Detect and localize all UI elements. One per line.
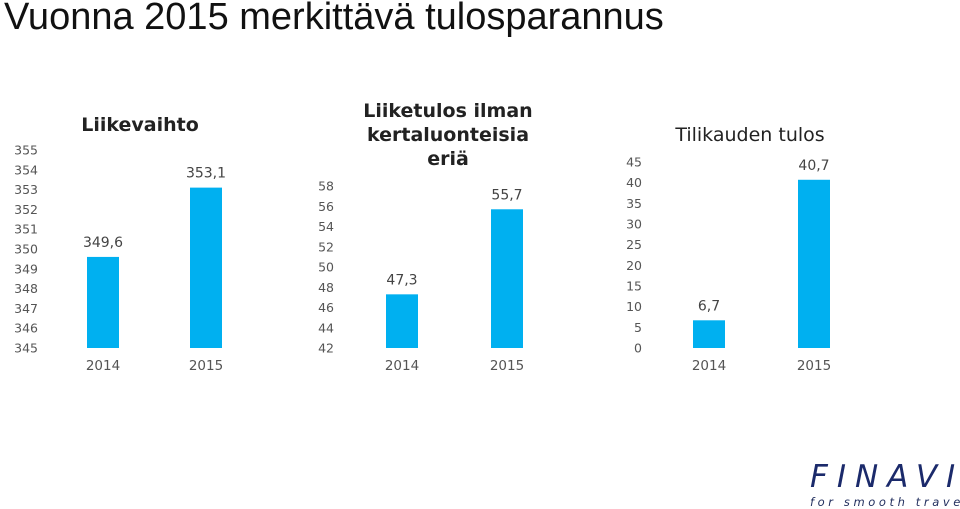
y-tick-label: 58 [318, 179, 334, 194]
logo-wordmark: FINAVIA [810, 459, 960, 495]
y-tick-label: 40 [626, 175, 642, 190]
y-tick-label: 48 [318, 280, 334, 295]
data-label: 47,3 [386, 272, 417, 288]
y-tick-label: 56 [318, 199, 334, 214]
data-label: 40,7 [798, 158, 829, 174]
x-category-label: 2015 [490, 358, 524, 374]
y-tick-label: 350 [14, 242, 38, 257]
data-label: 55,7 [491, 187, 522, 203]
bar-2015 [190, 187, 222, 348]
x-category-label: 2014 [692, 358, 726, 374]
y-tick-label: 15 [626, 279, 642, 294]
y-tick-label: 347 [14, 301, 38, 316]
data-label: 353,1 [186, 166, 226, 182]
y-tick-label: 345 [14, 341, 38, 356]
y-tick-label: 354 [14, 162, 38, 177]
y-tick-label: 50 [318, 260, 334, 275]
chart-title-line: Liiketulos ilman [363, 100, 532, 122]
y-tick-label: 30 [626, 217, 642, 232]
y-tick-label: 346 [14, 321, 38, 336]
y-tick-label: 349 [14, 261, 38, 276]
slide-title: Vuonna 2015 merkittävä tulosparannus [4, 0, 664, 38]
bar-2014 [386, 294, 418, 348]
bar-2014 [693, 320, 725, 348]
data-label: 6,7 [698, 298, 720, 314]
y-tick-label: 351 [14, 222, 38, 237]
bar-2015 [798, 179, 830, 348]
y-tick-label: 355 [14, 143, 38, 158]
y-tick-label: 20 [626, 258, 642, 273]
y-tick-label: 44 [318, 320, 334, 335]
bar-2015 [491, 209, 523, 348]
chart-title-line: eriä [427, 148, 469, 170]
data-label: 349,6 [83, 235, 123, 251]
y-tick-label: 353 [14, 182, 38, 197]
y-tick-label: 25 [626, 237, 642, 252]
x-category-label: 2014 [86, 358, 120, 374]
chart-title-line: kertaluonteisia [367, 124, 529, 146]
bar-2014 [87, 256, 119, 348]
y-tick-label: 42 [318, 341, 334, 356]
finavia-logo: FINAVIA for smooth travelling [810, 462, 960, 509]
y-tick-label: 0 [634, 341, 642, 356]
y-tick-label: 46 [318, 300, 334, 315]
y-tick-label: 45 [626, 155, 642, 170]
y-tick-label: 348 [14, 281, 38, 296]
y-tick-label: 35 [626, 196, 642, 211]
y-tick-label: 5 [634, 320, 642, 335]
y-tick-label: 10 [626, 299, 642, 314]
x-category-label: 2015 [797, 358, 831, 374]
x-category-label: 2014 [385, 358, 419, 374]
y-tick-label: 52 [318, 239, 334, 254]
y-tick-label: 352 [14, 202, 38, 217]
y-tick-label: 54 [318, 219, 334, 234]
logo-tagline: for smooth travelling [810, 495, 960, 509]
x-category-label: 2015 [189, 358, 223, 374]
chart-title-line: Liikevaihto [81, 114, 199, 136]
chart-title-line: Tilikauden tulos [674, 124, 824, 146]
